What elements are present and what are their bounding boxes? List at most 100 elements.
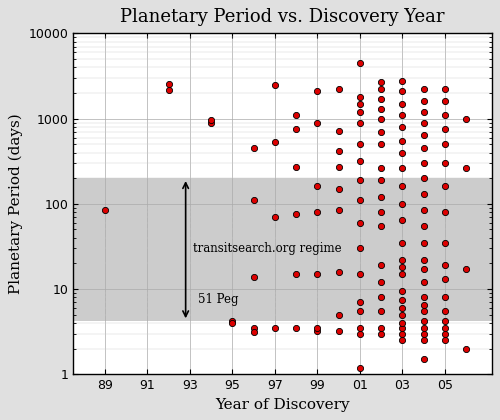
Point bbox=[356, 177, 364, 184]
Point bbox=[398, 311, 406, 318]
Point bbox=[441, 294, 449, 301]
Point bbox=[356, 270, 364, 277]
Point bbox=[441, 318, 449, 325]
Point bbox=[228, 318, 236, 325]
Point bbox=[420, 223, 428, 229]
Point bbox=[334, 186, 342, 192]
Point bbox=[398, 165, 406, 172]
Point bbox=[441, 209, 449, 215]
Point bbox=[462, 165, 470, 172]
Point bbox=[334, 147, 342, 154]
Point bbox=[462, 345, 470, 352]
Point bbox=[398, 270, 406, 277]
Point bbox=[356, 119, 364, 126]
Point bbox=[377, 86, 385, 93]
Point bbox=[292, 211, 300, 218]
Point bbox=[420, 266, 428, 273]
Y-axis label: Planetary Period (days): Planetary Period (days) bbox=[8, 113, 22, 294]
Point bbox=[334, 311, 342, 318]
Point bbox=[441, 98, 449, 105]
Text: 51 Peg: 51 Peg bbox=[198, 293, 239, 306]
Point bbox=[377, 129, 385, 135]
Point bbox=[228, 320, 236, 326]
Point bbox=[398, 257, 406, 263]
Point bbox=[420, 257, 428, 263]
Point bbox=[398, 183, 406, 190]
Point bbox=[462, 266, 470, 273]
Point bbox=[441, 86, 449, 93]
Point bbox=[377, 325, 385, 331]
Point bbox=[441, 141, 449, 148]
Point bbox=[441, 330, 449, 337]
Point bbox=[420, 108, 428, 115]
Point bbox=[356, 108, 364, 115]
Point bbox=[250, 145, 258, 152]
Point bbox=[420, 337, 428, 344]
Point bbox=[398, 330, 406, 337]
Point bbox=[441, 337, 449, 344]
Point bbox=[334, 127, 342, 134]
Point bbox=[420, 145, 428, 152]
Point bbox=[356, 141, 364, 148]
Point bbox=[420, 294, 428, 301]
Point bbox=[356, 364, 364, 371]
Point bbox=[356, 94, 364, 100]
Point bbox=[398, 239, 406, 246]
Point bbox=[377, 79, 385, 85]
Point bbox=[398, 112, 406, 118]
Point bbox=[420, 160, 428, 167]
Point bbox=[441, 276, 449, 283]
Point bbox=[356, 325, 364, 331]
Point bbox=[250, 329, 258, 336]
Point bbox=[398, 325, 406, 331]
Point bbox=[377, 141, 385, 148]
Point bbox=[356, 299, 364, 306]
Point bbox=[377, 165, 385, 172]
Point bbox=[420, 356, 428, 362]
Point bbox=[292, 126, 300, 133]
Point bbox=[101, 207, 109, 214]
Point bbox=[420, 325, 428, 331]
Point bbox=[207, 117, 215, 123]
Point bbox=[334, 328, 342, 335]
Point bbox=[398, 320, 406, 326]
Point bbox=[398, 304, 406, 311]
Point bbox=[420, 191, 428, 197]
Point bbox=[314, 325, 322, 331]
Point bbox=[420, 98, 428, 105]
Point bbox=[334, 268, 342, 275]
Point bbox=[334, 164, 342, 171]
Point bbox=[398, 264, 406, 270]
Point bbox=[420, 302, 428, 308]
Point bbox=[314, 270, 322, 277]
Point bbox=[398, 216, 406, 223]
Point bbox=[356, 245, 364, 252]
Point bbox=[441, 239, 449, 246]
Point bbox=[441, 325, 449, 331]
Point bbox=[441, 262, 449, 269]
Point bbox=[314, 88, 322, 94]
Point bbox=[377, 194, 385, 200]
Point bbox=[334, 86, 342, 93]
Point bbox=[377, 308, 385, 315]
Point bbox=[441, 308, 449, 315]
Point bbox=[292, 325, 300, 331]
Point bbox=[420, 207, 428, 213]
Point bbox=[420, 175, 428, 181]
Point bbox=[164, 86, 172, 93]
Point bbox=[377, 96, 385, 102]
Point bbox=[377, 177, 385, 184]
Point bbox=[356, 158, 364, 164]
Point bbox=[292, 164, 300, 171]
Point bbox=[250, 197, 258, 204]
Point bbox=[356, 308, 364, 315]
Point bbox=[398, 200, 406, 207]
Point bbox=[356, 219, 364, 226]
Point bbox=[271, 325, 279, 331]
Point bbox=[377, 209, 385, 215]
Point bbox=[377, 262, 385, 269]
Title: Planetary Period vs. Discovery Year: Planetary Period vs. Discovery Year bbox=[120, 8, 444, 26]
Point bbox=[398, 123, 406, 130]
Point bbox=[292, 112, 300, 118]
Point bbox=[356, 330, 364, 337]
